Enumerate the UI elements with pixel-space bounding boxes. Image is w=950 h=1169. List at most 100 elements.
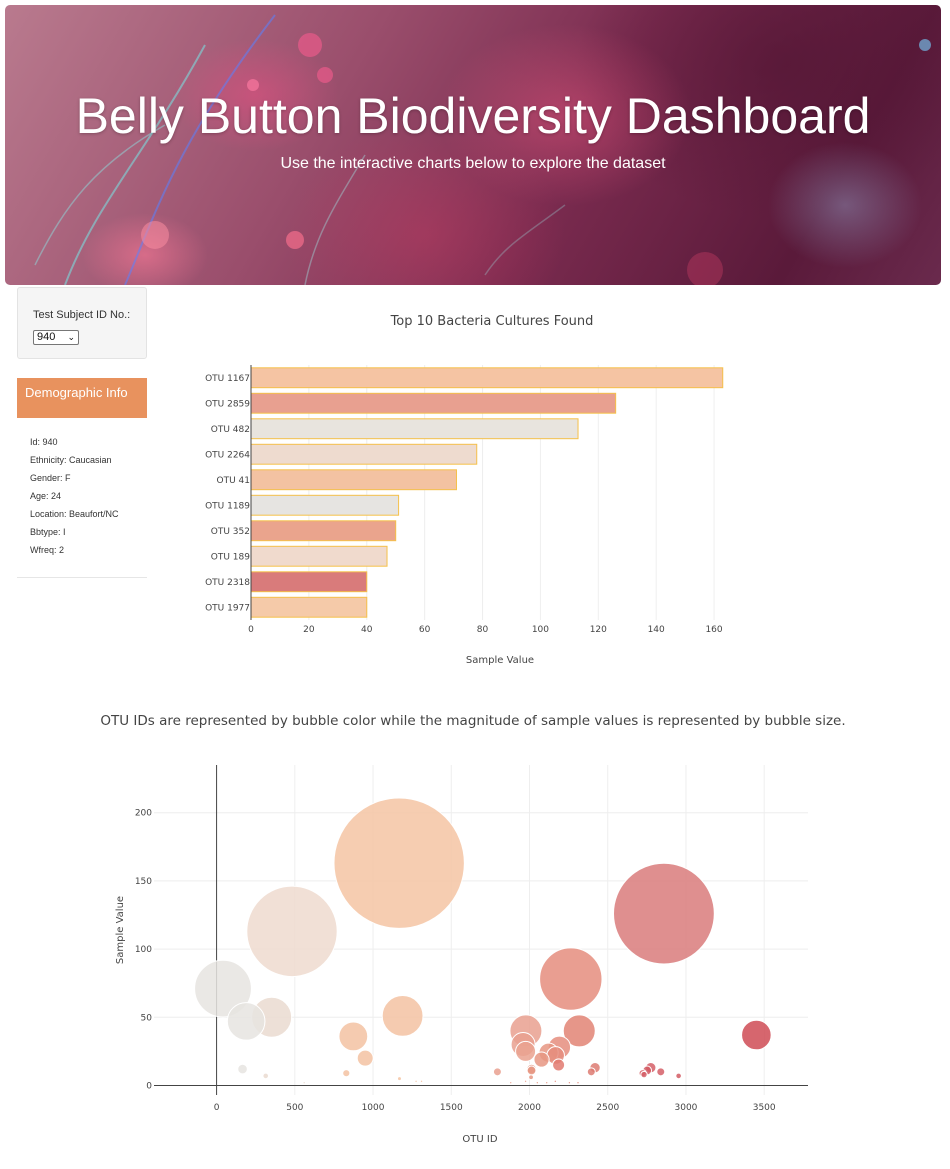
bubble [302, 1081, 306, 1085]
bubble [642, 1065, 653, 1076]
bubble [509, 1081, 513, 1085]
bubble [251, 996, 293, 1038]
bubble [246, 885, 338, 978]
bubble [539, 947, 603, 1011]
bar-category-label: OTU 2264 [205, 450, 250, 460]
bar-chart-gridlines [308, 365, 715, 620]
bubble-x-tick-label: 0 [214, 1103, 220, 1113]
bar-category-label: OTU 2859 [205, 399, 250, 409]
bubble [526, 1065, 537, 1076]
demographic-row-location: Location: Beaufort/NC [30, 509, 119, 519]
bar-x-tick-label: 0 [248, 625, 254, 635]
bubble [533, 1051, 550, 1068]
bar-category-label: OTU 482 [211, 425, 250, 435]
bar [250, 545, 388, 567]
bar-category-label: OTU 1167 [205, 374, 250, 384]
bar-category-label: OTU 352 [211, 527, 250, 537]
bar-x-tick-label: 20 [303, 625, 315, 635]
bubble [396, 1076, 402, 1082]
bubble-y-tick-label: 200 [135, 809, 152, 819]
bubble [741, 1019, 772, 1051]
bubble [381, 995, 424, 1037]
bubble [492, 1067, 502, 1077]
bubble-chart-title: OTU IDs are represented by bubble color … [100, 713, 845, 729]
bubble [589, 1062, 601, 1074]
bubble [414, 1079, 418, 1084]
bubble-chart-ticks: 0 500 1000 1500 2000 2500 3000 3500 0 50 100 150 200 [135, 809, 776, 1113]
chevron-down-icon: ⌄ [67, 332, 75, 342]
bubble-x-tick-label: 1500 [440, 1103, 463, 1113]
subject-id-select[interactable]: 940 ⌄ [33, 330, 79, 345]
bubble [656, 1067, 666, 1077]
bar-x-tick-label: 100 [532, 625, 549, 635]
demographic-row-age: Age: 24 [30, 491, 62, 501]
banner-background-art [34, 14, 931, 285]
bubble [638, 1069, 647, 1078]
demographic-row-ethnicity: Ethnicity: Caucasian [30, 455, 112, 465]
bar-x-tick-label: 80 [477, 625, 489, 635]
demographic-row-gender: Gender: F [30, 473, 71, 483]
bubble-y-tick-label: 150 [135, 877, 152, 887]
bubble [538, 1042, 559, 1063]
demographic-panel-header: Demographic Info [17, 378, 147, 418]
bubble-x-tick-label: 500 [286, 1103, 303, 1113]
bar-chart-x-label: Sample Value [466, 655, 534, 666]
bar [250, 596, 368, 618]
bubble [576, 1081, 580, 1085]
bubble [510, 1032, 536, 1058]
bubble-y-tick-label: 100 [135, 945, 152, 955]
bubble [342, 1069, 351, 1078]
bubble [547, 1035, 572, 1059]
bubble [562, 1014, 596, 1048]
bubble [553, 1079, 558, 1084]
bar-category-label: OTU 2318 [205, 578, 250, 588]
bubble [338, 1021, 369, 1052]
bubble [194, 959, 252, 1018]
bar-chart-x-ticks: 0 20 40 60 80 100 120 140 160 [248, 625, 723, 635]
bar [250, 469, 457, 491]
bubble [419, 1079, 424, 1084]
bubble [645, 1062, 657, 1074]
bubble-chart-bubbles [194, 797, 772, 1085]
subject-selector-label: Test Subject ID No.: [33, 309, 131, 321]
bar-x-tick-label: 140 [648, 625, 665, 635]
bubble-x-tick-label: 2000 [518, 1103, 541, 1113]
bubble-chart-axes [154, 765, 808, 1095]
bubble [546, 1046, 565, 1065]
bar-chart-category-labels: OTU 1167 OTU 2859 OTU 482 OTU 2264 OTU 41 OTU… [205, 374, 250, 614]
bar [250, 520, 397, 542]
bar-x-tick-label: 120 [590, 625, 607, 635]
bar-chart-bars [250, 367, 724, 618]
bar-category-label: OTU 41 [217, 476, 250, 486]
subject-id-value: 940 [37, 331, 56, 343]
bubble [528, 1074, 534, 1081]
bubble [515, 1040, 537, 1062]
bubble [523, 1079, 528, 1084]
demographic-row-id: Id: 940 [30, 437, 58, 447]
bar-category-label: OTU 1189 [205, 501, 250, 511]
bubble [509, 1014, 543, 1048]
bubble [333, 797, 465, 929]
bubble [237, 1063, 248, 1075]
bubble [586, 1067, 596, 1077]
bar [250, 418, 579, 440]
bubble [640, 1070, 648, 1079]
bar-x-tick-label: 160 [705, 625, 722, 635]
subject-selector-panel: Test Subject ID No.: 940 ⌄ [17, 287, 147, 359]
bubble [613, 862, 715, 965]
demographic-panel-title: Demographic Info [25, 385, 128, 400]
bubble-x-tick-label: 1000 [362, 1103, 385, 1113]
demographic-row-bbtype: Bbtype: I [30, 527, 66, 537]
bubble [535, 1081, 540, 1085]
bubble [552, 1058, 566, 1072]
bar [250, 443, 478, 465]
bubble [526, 1063, 537, 1075]
bubble [567, 1081, 572, 1085]
demographic-panel-body: Id: 940 Ethnicity: Caucasian Gender: F A… [17, 418, 147, 578]
bar-x-tick-label: 40 [361, 625, 373, 635]
bubble-y-tick-label: 50 [141, 1013, 153, 1023]
bubble-y-tick-label: 0 [146, 1081, 152, 1091]
bubble-x-tick-label: 3500 [753, 1103, 776, 1113]
bar [250, 367, 724, 389]
header-banner: Belly Button Biodiversity Dashboard Use … [5, 5, 941, 285]
